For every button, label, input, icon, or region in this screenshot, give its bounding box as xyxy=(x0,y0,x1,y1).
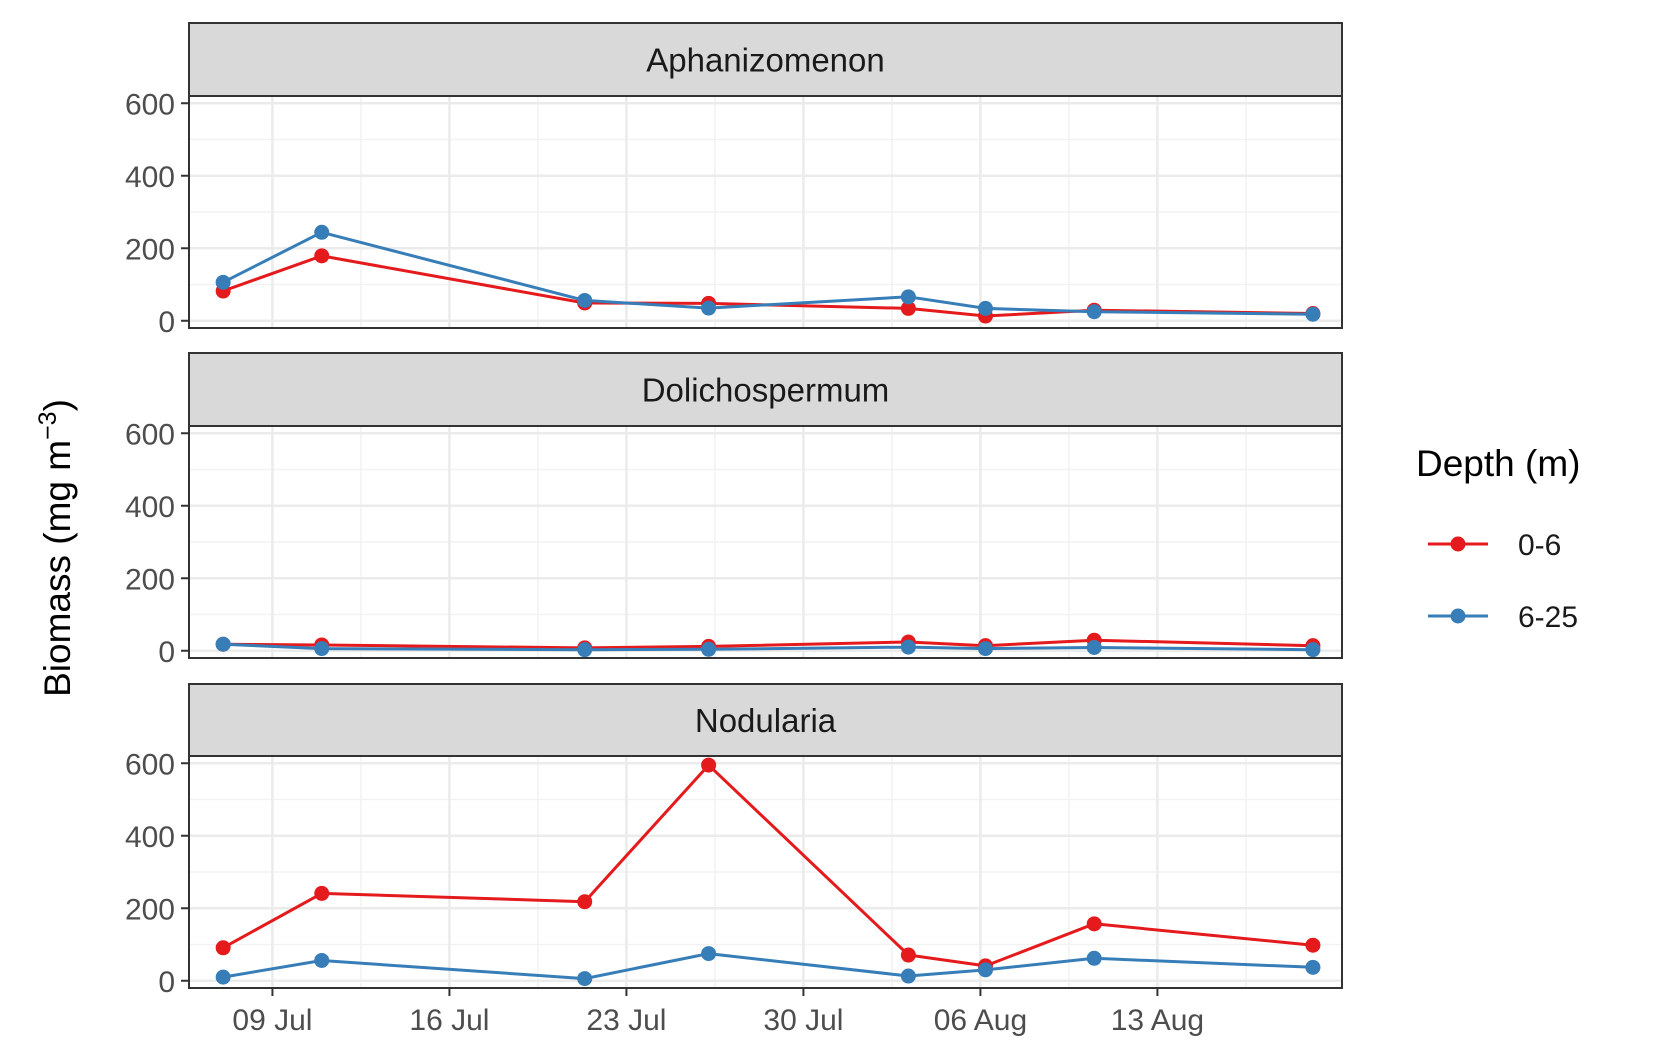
legend-entry: 0-6 xyxy=(1428,529,1561,562)
data-point xyxy=(901,948,916,963)
y-tick-label: 400 xyxy=(125,491,175,524)
legend-label: 6-25 xyxy=(1518,601,1578,634)
legend-key-point xyxy=(1451,537,1466,552)
y-axis-title-main: Biomass (mg m xyxy=(37,440,78,697)
data-point xyxy=(216,275,231,290)
x-tick-label: 16 Jul xyxy=(409,1004,489,1037)
data-point xyxy=(1305,938,1320,953)
y-tick-label: 0 xyxy=(158,636,175,669)
facet-strip-label: Aphanizomenon xyxy=(646,42,885,79)
x-axis: 09 Jul 16 Jul 23 Jul 30 Jul 06 Aug 13 Aug xyxy=(232,988,1204,1037)
data-point xyxy=(314,641,329,656)
data-point xyxy=(1087,304,1102,319)
data-point xyxy=(577,642,592,657)
data-point xyxy=(216,940,231,955)
y-tick-label: 0 xyxy=(158,306,175,339)
data-point xyxy=(1305,960,1320,975)
data-point xyxy=(701,758,716,773)
data-point xyxy=(216,970,231,985)
legend-label: 0-6 xyxy=(1518,529,1561,562)
facet-strip-label: Nodularia xyxy=(695,702,837,739)
data-point xyxy=(1087,916,1102,931)
data-point xyxy=(577,971,592,986)
data-point xyxy=(701,301,716,316)
data-point xyxy=(216,637,231,652)
x-tick-label: 30 Jul xyxy=(763,1004,843,1037)
data-point xyxy=(901,289,916,304)
y-tick-label: 200 xyxy=(125,563,175,596)
data-point xyxy=(577,894,592,909)
facet-panel: Dolichospermum 0 200 400 600 xyxy=(125,353,1342,669)
legend-entry: 6-25 xyxy=(1428,601,1578,634)
legend-title: Depth (m) xyxy=(1416,443,1580,484)
facet-panel: Nodularia 0 200 400 600 xyxy=(125,684,1342,999)
legend-key-point xyxy=(1451,609,1466,624)
data-point xyxy=(1305,642,1320,657)
y-tick-label: 200 xyxy=(125,893,175,926)
facet-panel: Aphanizomenon 0 200 400 600 xyxy=(125,23,1342,339)
data-point xyxy=(314,953,329,968)
data-point xyxy=(901,969,916,984)
data-point xyxy=(978,962,993,977)
data-point xyxy=(701,642,716,657)
x-tick-label: 23 Jul xyxy=(586,1004,666,1037)
data-point xyxy=(577,293,592,308)
y-tick-label: 600 xyxy=(125,88,175,121)
y-tick-label: 0 xyxy=(158,966,175,999)
data-point xyxy=(978,301,993,316)
y-axis-title-superscript: −3 xyxy=(34,411,62,440)
y-axis-title-close: ) xyxy=(37,399,78,411)
y-axis-title: Biomass (mg m−3) xyxy=(34,399,78,697)
data-point xyxy=(1305,307,1320,322)
y-tick-label: 600 xyxy=(125,418,175,451)
data-point xyxy=(978,641,993,656)
data-point xyxy=(314,225,329,240)
x-tick-label: 06 Aug xyxy=(934,1004,1027,1037)
legend: Depth (m) 0-6 6-25 xyxy=(1416,443,1580,634)
x-tick-label: 13 Aug xyxy=(1111,1004,1204,1037)
data-point xyxy=(901,640,916,655)
y-tick-label: 400 xyxy=(125,161,175,194)
data-point xyxy=(1087,951,1102,966)
y-tick-label: 200 xyxy=(125,233,175,266)
y-tick-label: 600 xyxy=(125,748,175,781)
data-point xyxy=(314,248,329,263)
x-tick-label: 09 Jul xyxy=(232,1004,312,1037)
facet-panels: Aphanizomenon 0 200 400 600 Dolichospermum 0 20… xyxy=(125,23,1342,999)
data-point xyxy=(314,886,329,901)
data-point xyxy=(1087,640,1102,655)
data-point xyxy=(701,946,716,961)
facet-strip-label: Dolichospermum xyxy=(642,372,890,409)
y-tick-label: 400 xyxy=(125,821,175,854)
